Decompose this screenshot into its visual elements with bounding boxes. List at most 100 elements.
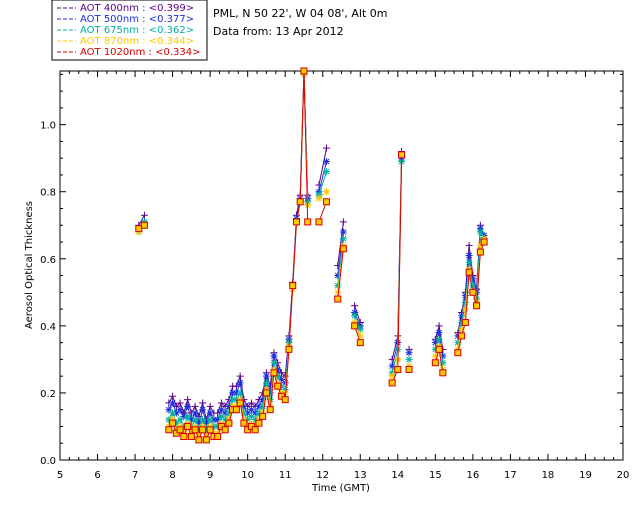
- y-tick-label: 0.2: [40, 389, 56, 400]
- data-point: [244, 409, 252, 417]
- data-point: [244, 416, 252, 424]
- data-point: [176, 406, 184, 414]
- x-tick-label: 8: [169, 470, 175, 481]
- data-point: [277, 376, 285, 384]
- x-tick-label: 18: [542, 470, 555, 481]
- data-point: [255, 419, 263, 427]
- data-point: [461, 292, 469, 300]
- data-point: [217, 406, 225, 414]
- data-point: [184, 402, 192, 410]
- data-point: [176, 399, 184, 407]
- data-point: [259, 412, 267, 420]
- data-point: [439, 359, 447, 367]
- data-point: [247, 406, 255, 414]
- data-point: [431, 339, 439, 347]
- data-point: [480, 238, 488, 246]
- x-axis-label: Time (GMT): [311, 483, 370, 494]
- series: [135, 67, 488, 444]
- data-point: [322, 144, 330, 152]
- data-point: [165, 406, 173, 414]
- data-point: [165, 426, 173, 434]
- data-point: [165, 416, 173, 424]
- data-point: [461, 305, 469, 313]
- data-point: [266, 406, 274, 414]
- data-point: [232, 396, 240, 404]
- data-point: [169, 392, 177, 400]
- data-point: [229, 389, 237, 397]
- data-point: [292, 218, 300, 226]
- y-tick-label: 0.0: [40, 456, 56, 467]
- data-point: [180, 422, 188, 430]
- series-layer: [135, 67, 488, 444]
- data-point: [251, 426, 259, 434]
- data-point: [431, 352, 439, 360]
- data-point: [195, 436, 203, 444]
- x-tick-label: 17: [504, 470, 517, 481]
- data-point: [334, 295, 342, 303]
- data-point: [405, 349, 413, 357]
- data-point: [334, 272, 342, 280]
- data-point: [465, 241, 473, 249]
- x-tick-label: 6: [94, 470, 100, 481]
- data-point: [469, 282, 477, 290]
- data-point: [274, 365, 282, 373]
- data-point: [476, 241, 484, 249]
- data-point: [206, 416, 214, 424]
- data-point: [351, 302, 359, 310]
- data-point: [465, 268, 473, 276]
- y-tick-label: 1.0: [40, 121, 56, 132]
- data-point: [277, 382, 285, 390]
- data-point: [199, 399, 207, 407]
- data-point: [281, 389, 289, 397]
- data-point: [195, 426, 203, 434]
- data-point: [266, 389, 274, 397]
- data-point: [236, 399, 244, 407]
- series-line: [337, 248, 344, 300]
- data-point: [187, 422, 195, 430]
- data-point: [180, 433, 188, 441]
- data-point: [289, 282, 297, 290]
- x-tick-label: 13: [354, 470, 367, 481]
- series-line: [138, 214, 145, 226]
- data-point: [322, 188, 330, 196]
- data-point: [274, 372, 282, 380]
- data-point: [469, 288, 477, 296]
- data-point: [461, 298, 469, 306]
- data-point: [232, 406, 240, 414]
- data-point: [236, 389, 244, 397]
- data-point: [439, 352, 447, 360]
- data-point: [232, 389, 240, 397]
- data-point: [191, 426, 199, 434]
- legend-entry: AOT 675nm : <0.362>: [80, 25, 194, 36]
- data-point: [270, 369, 278, 377]
- data-point: [334, 288, 342, 296]
- data-point: [199, 406, 207, 414]
- data-point: [281, 396, 289, 404]
- data-point: [240, 419, 248, 427]
- x-axis: 5 6 7 8 9 10 11 12 13 14 15 16 17 18 19 20: [57, 71, 629, 481]
- data-point: [473, 302, 481, 310]
- data-point: [229, 396, 237, 404]
- data-point: [458, 332, 466, 340]
- data-point: [356, 332, 364, 340]
- data-point: [206, 409, 214, 417]
- data-point: [180, 412, 188, 420]
- info-location: PML, N 50 22', W 04 08', Alt 0m: [213, 7, 387, 20]
- data-point: [191, 402, 199, 410]
- data-point: [322, 198, 330, 206]
- data-point: [262, 379, 270, 387]
- data-point: [259, 402, 267, 410]
- data-point: [469, 275, 477, 283]
- data-point: [454, 339, 462, 347]
- info-block: PML, N 50 22', W 04 08', Alt 0m Data fro…: [213, 7, 387, 38]
- data-point: [398, 151, 406, 159]
- data-point: [454, 349, 462, 357]
- data-point: [281, 379, 289, 387]
- legend-entry: AOT 1020nm : <0.334>: [80, 47, 200, 58]
- data-point: [431, 359, 439, 367]
- data-point: [388, 372, 396, 380]
- data-point: [315, 194, 323, 202]
- x-tick-label: 11: [279, 470, 292, 481]
- data-point: [184, 396, 192, 404]
